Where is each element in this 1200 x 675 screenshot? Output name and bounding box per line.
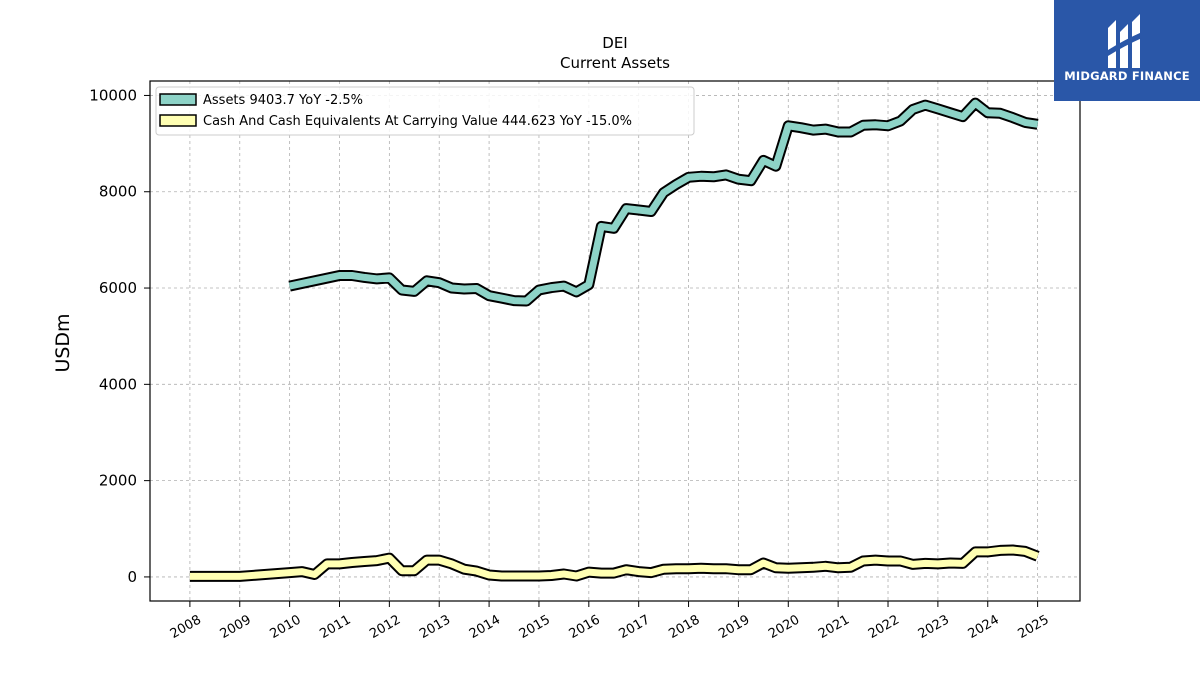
y-tick-label: 4000: [99, 375, 137, 393]
x-tick-label: 2009: [218, 612, 254, 642]
y-tick-label: 6000: [99, 279, 137, 297]
series-layer: [189, 97, 1040, 582]
x-tick-label: 2018: [666, 612, 702, 642]
x-tick-label: 2017: [617, 612, 653, 642]
y-tick-label: 10000: [89, 86, 137, 104]
x-tick-label: 2025: [1015, 612, 1051, 642]
plot-frame: [149, 80, 1081, 602]
y-tick-label: 0: [127, 568, 137, 586]
y-axis: 0 2000 4000 6000 8000 10000: [89, 86, 150, 586]
legend-label-assets: Assets 9403.7 YoY -2.5%: [203, 93, 363, 108]
brand-logo: MIDGARD FINANCE: [1054, 0, 1200, 101]
legend-box: [155, 86, 695, 136]
legend-swatch-assets: [159, 93, 197, 106]
x-tick-label: 2023: [916, 612, 952, 642]
x-tick-label: 2019: [716, 612, 752, 642]
x-tick-label: 2022: [866, 612, 902, 642]
y-tick-label: 8000: [99, 183, 137, 201]
x-tick-label: 2015: [517, 612, 553, 642]
grid: [150, 81, 1080, 601]
x-tick-label: 2016: [567, 612, 603, 642]
x-tick-label: 2020: [766, 612, 802, 642]
legend: Assets 9403.7 YoY -2.5% Cash And Cash Eq…: [155, 86, 695, 136]
x-tick-label: 2014: [467, 612, 503, 642]
chart-title: DEI: [602, 34, 627, 52]
x-tick-label: 2008: [168, 612, 204, 642]
x-axis: 2008 2009 2010 2011 2012 2013 2014 2015 2016 2017…: [168, 601, 1052, 642]
series-line-1: [189, 546, 1039, 580]
y-axis-label: USDm: [52, 313, 74, 372]
midgard-logo-icon: [1108, 14, 1142, 68]
x-tick-label: 2010: [267, 612, 303, 642]
series-line-0: [288, 99, 1039, 305]
x-tick-label: 2024: [966, 612, 1002, 642]
brand-name: MIDGARD FINANCE: [1064, 69, 1190, 83]
x-tick-label: 2021: [816, 612, 852, 642]
x-tick-label: 2011: [317, 612, 353, 642]
chart-subtitle: Current Assets: [560, 54, 670, 72]
x-tick-label: 2013: [417, 612, 453, 642]
legend-label-cash: Cash And Cash Equivalents At Carrying Va…: [203, 114, 632, 129]
y-tick-label: 2000: [99, 472, 137, 490]
x-tick-label: 2012: [367, 612, 403, 642]
legend-swatch-cash: [159, 114, 197, 127]
